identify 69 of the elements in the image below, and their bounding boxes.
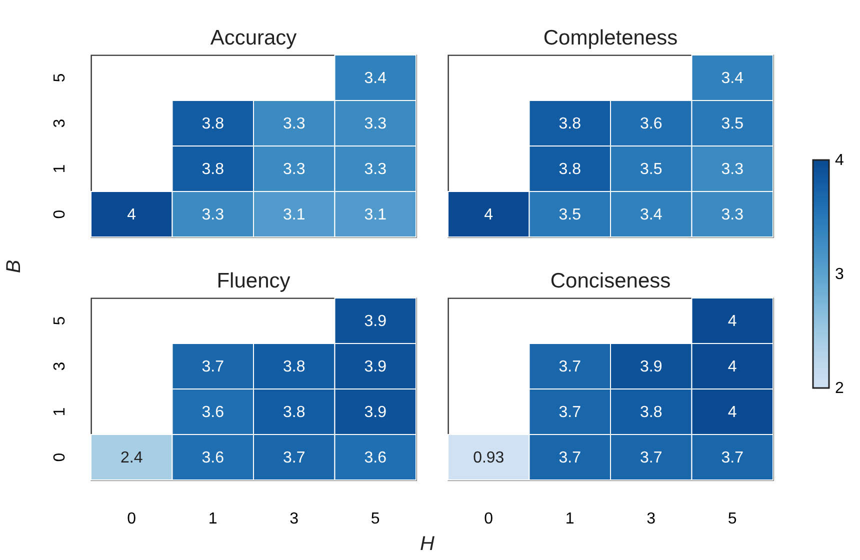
data-label: 4 [728,404,737,421]
data-label: 3.9 [364,404,387,421]
data-label: 3.6 [364,449,387,466]
data-label: 3.8 [283,404,306,421]
data-label: 3.7 [721,449,744,466]
data-label: 4 [728,358,737,376]
data-label: 3.5 [558,206,582,224]
y-axis-title: B [3,260,26,274]
data-label: 3.1 [283,206,306,224]
x-tick-label: 5 [728,510,737,528]
x-tick-label: 1 [208,510,218,528]
y-tick-label: 5 [52,73,68,82]
x-tick-label: 3 [646,510,656,528]
chart-title: Completeness [543,26,678,50]
data-label: 3.7 [558,449,582,466]
data-label: 3.7 [202,358,224,376]
data-label: 3.4 [364,70,387,87]
data-label: 3.6 [202,404,224,421]
data-label: 3.4 [721,70,744,87]
x-tick-label: 0 [484,510,494,528]
y-tick-label: 0 [52,452,68,462]
x-tick-label: 3 [290,510,299,528]
y-tick-label: 3 [52,118,68,128]
data-label: 4 [127,206,136,224]
data-label: 0.93 [473,449,504,466]
data-label: 4 [728,312,737,330]
x-axis-title: H [420,532,434,556]
data-label: 3.4 [640,206,662,224]
y-tick-label: 1 [52,164,68,174]
x-tick-label: 0 [127,510,136,528]
data-label: 3.1 [364,206,387,224]
data-label: 3.8 [202,115,224,132]
data-label: 3.3 [721,206,744,224]
data-label: 3.9 [364,358,387,376]
data-label: 3.5 [721,115,744,132]
data-label: 3.9 [640,358,662,376]
y-tick-label: 5 [52,316,68,326]
data-label: 3.6 [640,115,662,132]
data-label: 3.3 [364,115,387,132]
color-bar-label: 4 [835,152,844,169]
data-label: 3.8 [558,160,582,178]
color-bar-label: 2 [835,380,844,397]
chart-title: Fluency [216,270,291,292]
x-tick-label: 5 [370,510,380,528]
y-tick-label: 3 [52,362,68,371]
data-label: 3.5 [640,160,662,178]
data-label: 4 [484,206,494,224]
data-label: 3.8 [558,115,582,132]
data-label: 3.3 [364,160,387,178]
data-label: 3.3 [283,160,306,178]
data-label: 3.7 [558,358,582,376]
data-label: 3.3 [202,206,224,224]
data-label: 3.3 [721,160,744,178]
data-label: 3.3 [283,115,306,132]
data-label: 3.7 [640,449,662,466]
data-label: 3.6 [202,449,224,466]
data-label: 3.7 [558,404,582,421]
y-tick-label: 1 [52,407,68,416]
x-tick-label: 1 [565,510,574,528]
data-label: 3.8 [283,358,306,376]
data-label: 3.8 [202,160,224,178]
data-label: 3.7 [283,449,306,466]
data-label: 3.8 [640,404,662,421]
data-label: 2.4 [120,449,143,466]
chart-title: Conciseness [550,270,671,292]
data-label: 3.9 [364,312,387,330]
y-tick-label: 0 [52,210,68,219]
chart-title: Accuracy [210,26,298,50]
color-bar-label: 3 [835,266,844,283]
